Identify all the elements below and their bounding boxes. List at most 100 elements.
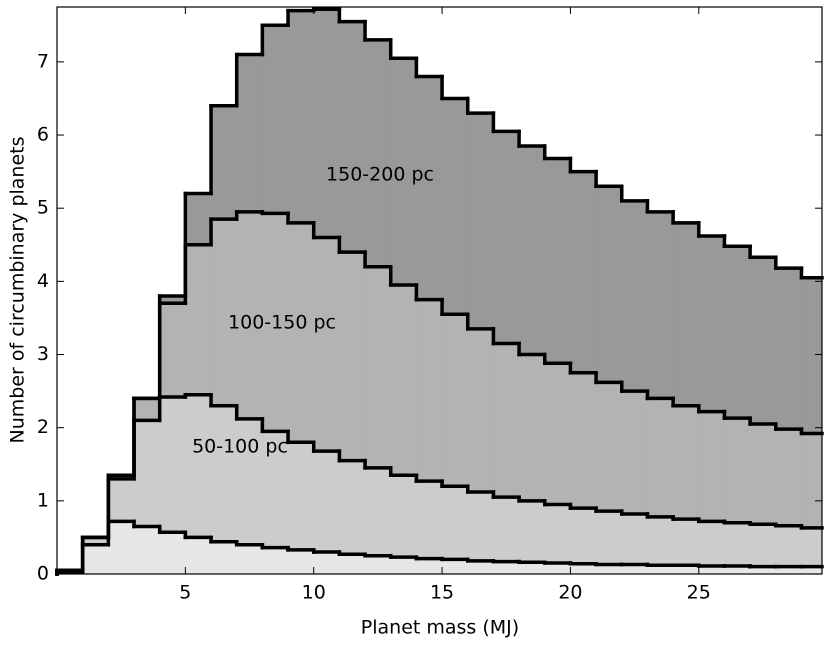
bar-segment — [108, 478, 135, 522]
bar-segment — [724, 246, 751, 419]
bar-segment — [519, 500, 546, 563]
bar-segment — [390, 557, 417, 574]
bar-segment — [442, 98, 469, 315]
bar-segment — [416, 558, 443, 574]
y-tick-label: 7 — [37, 50, 49, 72]
bar-segment — [519, 146, 546, 355]
bar-segment — [159, 303, 186, 397]
bar-segment — [801, 277, 823, 434]
bar-segment — [262, 25, 289, 214]
bar-segment — [416, 299, 443, 482]
bar-segment — [596, 186, 623, 383]
bar-segment — [262, 431, 289, 548]
bar-segment — [570, 372, 597, 509]
bar-segment — [313, 451, 340, 553]
y-tick-label: 0 — [37, 563, 49, 585]
bar-segment — [134, 526, 161, 574]
bar-segment — [750, 566, 777, 574]
bar-segment — [416, 76, 443, 300]
bar-segment — [724, 522, 751, 566]
bar-segment — [236, 54, 263, 212]
plot-frame — [56, 6, 823, 575]
bar-segment — [596, 564, 623, 574]
x-tick-label: 5 — [179, 582, 191, 604]
bar-segment — [647, 398, 674, 517]
bar-segment — [365, 467, 392, 556]
bar-segment — [82, 544, 109, 574]
bar-segment — [211, 541, 238, 574]
bar-segment — [134, 420, 161, 527]
bar-segment — [673, 565, 700, 574]
bar-segment — [519, 562, 546, 574]
y-tick-label: 3 — [37, 343, 49, 365]
bar-segment — [185, 193, 212, 245]
x-tick-label: 10 — [302, 582, 326, 604]
bar-segment — [596, 511, 623, 565]
bar-segment — [544, 363, 571, 505]
bar-segment — [185, 244, 212, 395]
bar-segment — [493, 131, 520, 344]
bar-segment — [467, 492, 494, 561]
bar-segment — [339, 554, 366, 574]
bar-segment — [262, 547, 289, 574]
y-tick-label: 2 — [37, 416, 49, 438]
bar-segment — [236, 544, 263, 574]
bar-segment — [134, 398, 161, 421]
y-axis-label: Number of circumbinary planets — [7, 136, 29, 443]
bar-segment — [775, 268, 802, 430]
bar-segment — [288, 222, 315, 443]
bar-segment — [211, 105, 238, 220]
bar-segment — [544, 504, 571, 564]
bar-segment — [159, 532, 186, 574]
bar-segment — [570, 171, 597, 373]
bar-segment — [339, 252, 366, 461]
bar-segment — [288, 10, 315, 223]
bar-segment — [801, 566, 823, 574]
y-tick-label: 5 — [37, 197, 49, 219]
bar-segment — [750, 424, 777, 525]
bar-segment — [698, 235, 725, 412]
bar-segment — [288, 442, 315, 550]
bar-segment — [313, 237, 340, 452]
bar-segment — [698, 565, 725, 574]
bar-segment — [365, 555, 392, 574]
bar-segment — [621, 564, 648, 574]
y-tick-label: 4 — [37, 270, 49, 292]
bar-segment — [493, 561, 520, 574]
bar-segment — [442, 559, 469, 574]
x-tick-label: 15 — [430, 582, 454, 604]
bar-segment — [390, 58, 417, 286]
bar-segment — [365, 39, 392, 267]
series-label: 50-100 pc — [192, 436, 288, 458]
x-tick-label: 25 — [687, 582, 711, 604]
bar-segment — [236, 211, 263, 419]
bar-segment — [159, 295, 186, 304]
y-tick-label: 1 — [37, 489, 49, 511]
bar-segment — [313, 552, 340, 574]
bar-segment — [775, 429, 802, 526]
x-axis-label: Planet mass (MJ) — [361, 617, 519, 639]
bar-segment — [339, 21, 366, 253]
bar-segment — [698, 411, 725, 522]
bar-segment — [390, 285, 417, 476]
bar-segment — [673, 519, 700, 566]
bar-segment — [621, 391, 648, 515]
series-label: 100-150 pc — [228, 312, 336, 334]
bar-segment — [313, 9, 340, 238]
bar-segment — [493, 497, 520, 562]
bar-segment — [211, 219, 238, 406]
bar-segment — [724, 565, 751, 574]
bar-segment — [262, 213, 289, 432]
bar-segment — [185, 537, 212, 574]
bar-segment — [185, 394, 212, 538]
bar-segment — [621, 200, 648, 392]
bar-segment — [442, 486, 469, 560]
bar-segment — [750, 257, 777, 425]
bar-segment — [467, 560, 494, 574]
bar-segment — [467, 328, 494, 493]
bar-segment — [724, 418, 751, 523]
bar-segment — [750, 524, 777, 567]
bar-segment — [801, 527, 823, 567]
bar-segment — [288, 549, 315, 574]
